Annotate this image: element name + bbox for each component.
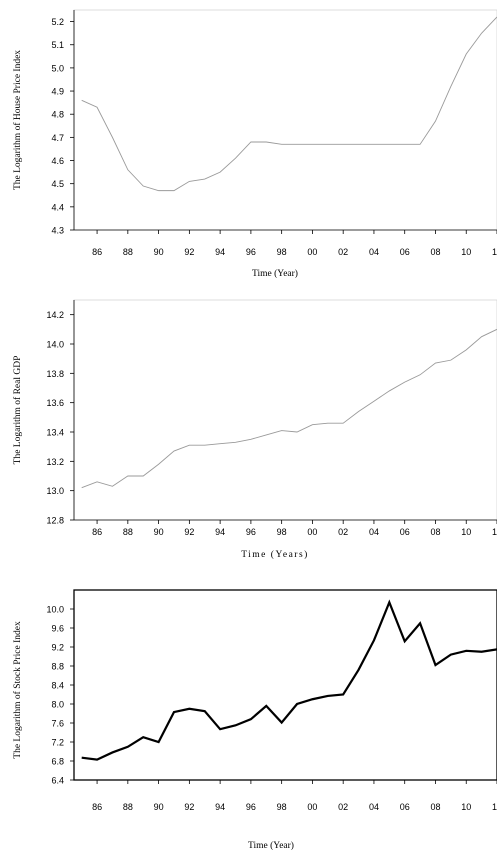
- x-tick-label: 88: [123, 527, 133, 537]
- x-tick-label: 12: [492, 247, 497, 257]
- plot-frame: [73, 299, 497, 521]
- y-tick-label: 5.2: [51, 17, 64, 27]
- x-tick-label: 00: [307, 247, 317, 257]
- x-tick-label: 92: [184, 247, 194, 257]
- x-tick-label: 02: [338, 527, 348, 537]
- y-tick-label: 13.0: [46, 486, 64, 496]
- x-tick-label: 04: [369, 527, 379, 537]
- x-tick-label: 94: [215, 802, 225, 812]
- x-tick-label: 12: [492, 527, 497, 537]
- x-tick-label: 08: [430, 247, 440, 257]
- y-tick-label: 4.7: [51, 133, 64, 143]
- y-axis-label: The Logarithm of Stock Price Index: [12, 621, 23, 759]
- y-axis-label: The Logarithm of House Price Index: [12, 50, 23, 190]
- x-axis-label: Time (Year): [252, 268, 298, 279]
- y-tick-label: 4.5: [51, 179, 64, 189]
- x-tick-label: 88: [123, 802, 133, 812]
- x-tick-label: 08: [430, 802, 440, 812]
- x-tick-label: 00: [307, 527, 317, 537]
- y-tick-label: 13.6: [46, 398, 64, 408]
- x-tick-label: 96: [246, 802, 256, 812]
- x-tick-label: 98: [277, 802, 287, 812]
- x-tick-label: 94: [215, 527, 225, 537]
- series-line: [81, 16, 497, 192]
- stock-price-chart: 6.4 6.8 7.2 7.6 8.0 8.4 8.8 9.2 9.6 10.0 86 88 90 92…: [12, 589, 497, 851]
- y-tick-label: 4.9: [51, 87, 64, 97]
- y-tick-label: 13.8: [46, 369, 64, 379]
- x-tick-label: 04: [369, 802, 379, 812]
- x-tick-label: 06: [400, 802, 410, 812]
- x-tick-label: 02: [338, 247, 348, 257]
- x-tick-label: 00: [307, 802, 317, 812]
- x-tick-label: 86: [92, 527, 102, 537]
- x-tick-label: 98: [277, 527, 287, 537]
- x-tick-label: 86: [92, 247, 102, 257]
- x-tick-label: 90: [154, 527, 164, 537]
- y-tick-label: 7.6: [51, 719, 64, 729]
- y-tick-label: 9.2: [51, 643, 64, 653]
- plot-frame: [73, 589, 497, 781]
- house-price-chart: 4.3 4.4 4.5 4.6 4.7 4.8 4.9 5.0 5.1 5.2 86 88 90 92 9…: [12, 9, 497, 279]
- y-tick-label: 14.2: [46, 310, 64, 320]
- x-tick-label: 06: [400, 247, 410, 257]
- y-tick-label: 4.4: [51, 202, 64, 212]
- x-tick-label: 10: [461, 802, 471, 812]
- x-tick-label: 04: [369, 247, 379, 257]
- y-tick-label: 7.2: [51, 738, 64, 748]
- x-tick-label: 02: [338, 802, 348, 812]
- x-tick-label: 92: [184, 802, 194, 812]
- series-line: [81, 328, 497, 489]
- y-tick-label: 12.8: [46, 516, 64, 526]
- y-tick-label: 4.3: [51, 226, 64, 236]
- x-tick-label: 96: [246, 527, 256, 537]
- y-tick-label: 13.4: [46, 428, 64, 438]
- y-tick-label: 6.8: [51, 757, 64, 767]
- x-axis-label: Time (Year): [248, 840, 294, 851]
- y-tick-label: 6.4: [51, 776, 64, 786]
- x-tick-label: 92: [184, 527, 194, 537]
- y-tick-label: 8.8: [51, 662, 64, 672]
- y-tick-label: 13.2: [46, 457, 64, 467]
- real-gdp-chart: 12.8 13.0 13.2 13.4 13.6 13.8 14.0 14.2 86 88 90 9…: [12, 299, 497, 560]
- x-axis-label: Time (Years): [241, 549, 309, 560]
- y-tick-label: 14.0: [46, 340, 64, 350]
- series-line: [81, 599, 497, 761]
- x-tick-label: 12: [492, 802, 497, 812]
- x-tick-label: 90: [154, 247, 164, 257]
- plot-frame: [73, 9, 497, 231]
- y-tick-label: 10.0: [46, 605, 64, 615]
- x-tick-label: 90: [154, 802, 164, 812]
- y-tick-label: 9.6: [51, 624, 64, 634]
- y-axis-label: The Logarithm of Real GDP: [12, 356, 23, 465]
- x-tick-label: 98: [277, 247, 287, 257]
- x-tick-label: 10: [461, 247, 471, 257]
- x-tick-label: 06: [400, 527, 410, 537]
- x-tick-label: 10: [461, 527, 471, 537]
- x-tick-label: 86: [92, 802, 102, 812]
- y-tick-label: 8.0: [51, 700, 64, 710]
- y-tick-label: 5.0: [51, 63, 64, 73]
- x-tick-label: 94: [215, 247, 225, 257]
- x-tick-label: 08: [430, 527, 440, 537]
- y-tick-label: 4.8: [51, 110, 64, 120]
- y-tick-label: 8.4: [51, 681, 64, 691]
- x-tick-label: 96: [246, 247, 256, 257]
- y-tick-label: 4.6: [51, 156, 64, 166]
- y-tick-label: 5.1: [51, 40, 64, 50]
- x-tick-label: 88: [123, 247, 133, 257]
